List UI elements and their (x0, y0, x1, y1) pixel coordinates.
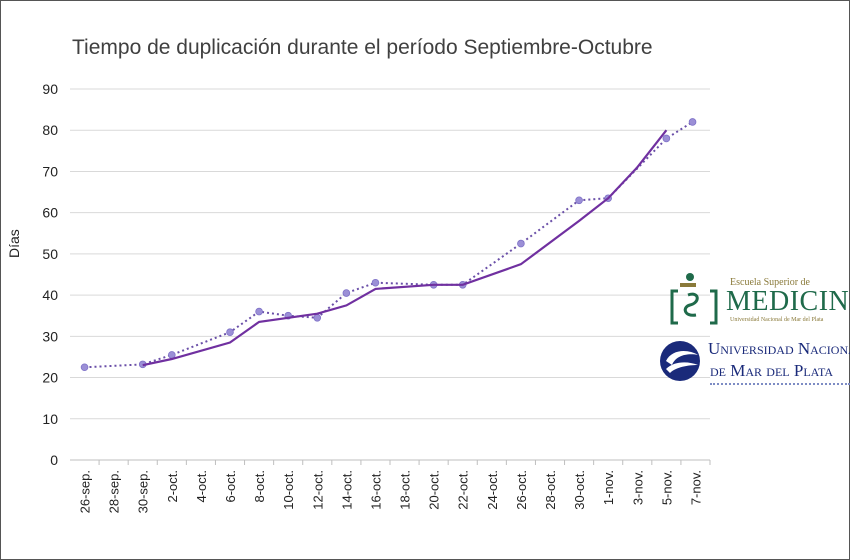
x-tick-label: 6-oct. (223, 470, 238, 503)
x-tick-labels: 26-sep. 28-sep. 30-sep. 2-oct. 4-oct. 6-oct. 8… (78, 460, 711, 513)
y-tick-label: 60 (42, 205, 58, 221)
x-tick-label: 20-oct. (427, 470, 442, 510)
y-tick-label: 50 (42, 246, 58, 262)
data-point (313, 313, 322, 322)
x-tick-label: 26-sep. (78, 470, 93, 513)
series-lines (80, 118, 697, 372)
x-tick-label: 22-oct. (456, 470, 471, 510)
y-tick-labels: 0 10 20 30 40 50 60 70 80 90 (42, 81, 58, 468)
x-tick-label: 1-nov. (601, 470, 616, 505)
data-point (371, 278, 380, 287)
medicina-emblem-icon (670, 273, 718, 325)
y-tick-label: 80 (42, 122, 58, 138)
x-tick-label: 28-sep. (107, 470, 122, 513)
data-point (80, 363, 89, 372)
university-dotted-rule (710, 383, 850, 385)
medicina-logo-text: MEDICINA (726, 286, 850, 317)
x-tick-label: 7-nov. (688, 470, 703, 505)
data-point (226, 328, 234, 337)
data-point (517, 239, 525, 248)
university-emblem-icon (660, 341, 700, 381)
x-tick-label: 28-oct. (543, 470, 558, 510)
y-tick-label: 0 (50, 452, 58, 468)
x-tick-label: 10-oct. (281, 470, 296, 510)
gridlines (70, 88, 710, 461)
x-tick-label: 30-sep. (136, 470, 151, 513)
university-name-line1: Universidad Nacional (708, 339, 850, 358)
y-tick-label: 70 (42, 163, 58, 179)
university-name-line2: de Mar del Plata (710, 361, 834, 380)
x-tick-label: 2-oct. (165, 470, 180, 503)
data-point (662, 134, 671, 143)
data-point (342, 289, 351, 297)
y-tick-label: 30 (42, 328, 58, 344)
x-tick-label: 5-nov. (659, 470, 674, 505)
series-line-dotted (84, 121, 694, 369)
medicina-sub-text: Universidad Nacional de Mar del Plata (730, 317, 824, 323)
y-tick-label: 90 (42, 81, 58, 97)
x-tick-label: 18-oct. (398, 470, 413, 510)
data-point (255, 307, 263, 316)
y-tick-label: 40 (42, 287, 58, 303)
x-tick-label: 30-oct. (572, 470, 587, 510)
medicina-school-text: Escuela Superior de (730, 277, 810, 288)
x-tick-label: 12-oct. (310, 470, 325, 510)
x-tick-label: 24-oct. (485, 470, 500, 510)
x-tick-label: 3-nov. (630, 470, 645, 505)
data-point (688, 118, 697, 126)
x-tick-label: 4-oct. (194, 470, 209, 503)
institution-logos: Escuela Superior de MEDICINA Universidad… (652, 255, 850, 405)
y-tick-label: 10 (42, 411, 58, 427)
data-point (575, 196, 583, 205)
x-tick-label: 8-oct. (252, 470, 267, 503)
x-tick-label: 14-oct. (339, 470, 354, 510)
y-tick-label: 20 (42, 370, 58, 386)
x-tick-label: 16-oct. (368, 470, 383, 510)
x-tick-label: 26-oct. (514, 470, 529, 510)
series-line-solid (142, 129, 668, 367)
chart-title: Tiempo de duplicación durante el período… (72, 36, 653, 59)
